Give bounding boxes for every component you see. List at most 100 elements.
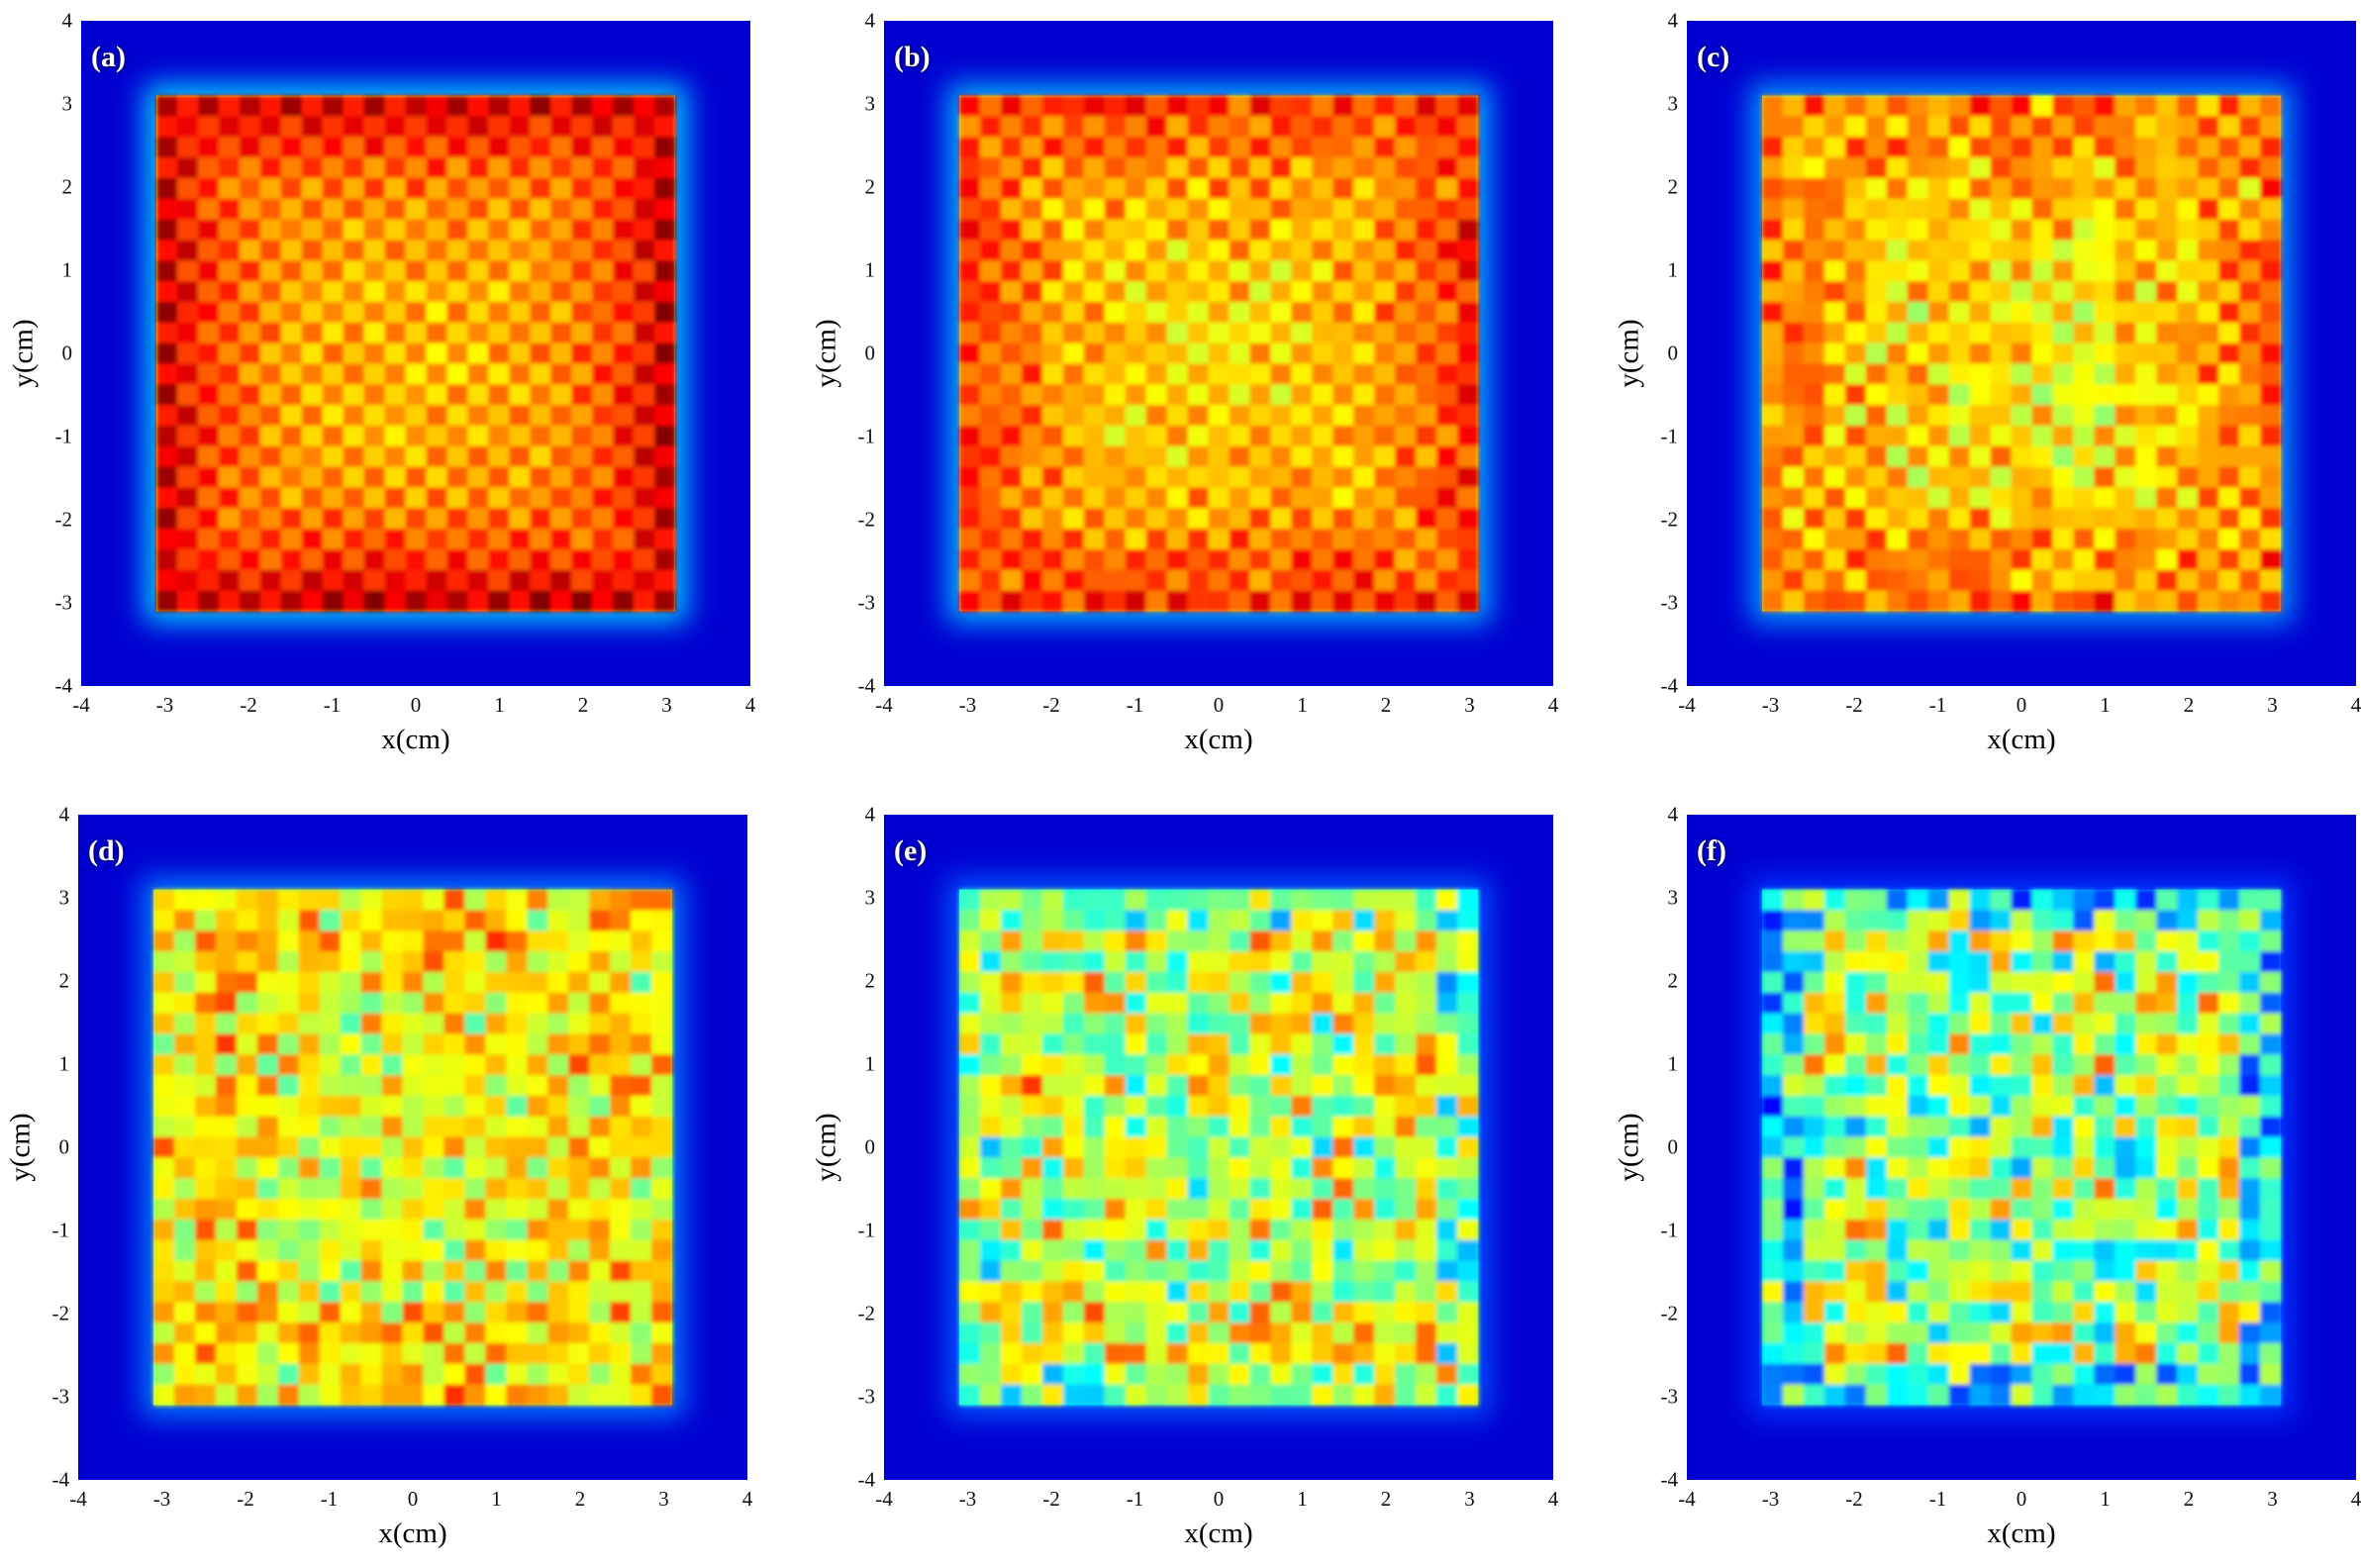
heatmap-cell bbox=[654, 281, 676, 303]
heatmap-cell bbox=[256, 931, 279, 952]
heatmap-cell bbox=[340, 1384, 362, 1406]
heatmap-cell bbox=[298, 1281, 321, 1303]
heatmap-cell bbox=[1145, 1239, 1168, 1262]
heatmap-cell bbox=[174, 951, 196, 973]
heatmap-cell bbox=[959, 971, 981, 994]
heatmap-cell bbox=[2052, 281, 2074, 303]
heatmap-cell bbox=[2239, 487, 2261, 509]
heatmap-cell bbox=[1762, 1260, 1784, 1282]
heatmap-cell bbox=[256, 1199, 279, 1221]
x-tick-label: 4 bbox=[1547, 693, 1559, 717]
heatmap-cell bbox=[2011, 1302, 2033, 1323]
heatmap-cell bbox=[1145, 198, 1168, 221]
heatmap-cell bbox=[2239, 951, 2261, 973]
heatmap-cell bbox=[1948, 1219, 1971, 1241]
heatmap-svg bbox=[884, 815, 1553, 1480]
heatmap-cell bbox=[1907, 322, 1929, 344]
heatmap-cell bbox=[959, 548, 981, 571]
heatmap-cell bbox=[2135, 1075, 2157, 1097]
heatmap-cell bbox=[277, 1116, 300, 1138]
heatmap-cell bbox=[2052, 1363, 2074, 1386]
heatmap-cell bbox=[631, 889, 652, 911]
heatmap-cell bbox=[2177, 240, 2199, 261]
heatmap-cell bbox=[1145, 425, 1168, 447]
heatmap-cell bbox=[1145, 590, 1168, 612]
heatmap-cell bbox=[1083, 466, 1106, 488]
heatmap-cell bbox=[1907, 281, 1929, 303]
heatmap-cell bbox=[1804, 322, 1825, 344]
heatmap-cell bbox=[2135, 1281, 2157, 1303]
heatmap-cell bbox=[2198, 405, 2219, 427]
heatmap-cell bbox=[239, 384, 261, 406]
heatmap-cell bbox=[1062, 910, 1085, 931]
heatmap-cell bbox=[301, 95, 324, 117]
heatmap-cell bbox=[1436, 1178, 1458, 1200]
heatmap-cell bbox=[218, 157, 241, 179]
heatmap-cell bbox=[2218, 1033, 2240, 1055]
heatmap-cell bbox=[1395, 1033, 1417, 1055]
y-tick-label: 2 bbox=[1667, 174, 1679, 199]
heatmap-cell bbox=[2094, 445, 2115, 468]
heatmap-cell bbox=[280, 137, 303, 158]
heatmap-cell bbox=[959, 1363, 981, 1386]
heatmap-cell bbox=[1927, 198, 1950, 221]
heatmap-cell bbox=[1907, 1013, 1929, 1034]
heatmap-cell bbox=[1865, 343, 1888, 364]
heatmap-cell bbox=[239, 590, 261, 612]
heatmap-cell bbox=[319, 1095, 342, 1118]
heatmap-cell bbox=[1001, 910, 1023, 931]
panel-e: -4 -3 -2 -1 0 1 2 3 4 4 3 2 1 0 -1 -2 -3 -4 x(cm) y(cm) (e) bbox=[811, 804, 1559, 1548]
x-tick-label: -1 bbox=[320, 1487, 339, 1511]
heatmap-cell bbox=[1249, 445, 1271, 468]
heatmap-cell bbox=[589, 1342, 611, 1365]
heatmap-cell bbox=[256, 1136, 279, 1158]
heatmap-cell bbox=[298, 1136, 321, 1158]
heatmap-cell bbox=[1229, 343, 1251, 364]
heatmap-cell bbox=[1416, 301, 1437, 324]
heatmap-cell bbox=[256, 1363, 279, 1386]
heatmap-cell bbox=[1104, 116, 1127, 138]
heatmap-cell bbox=[2011, 1281, 2033, 1303]
heatmap-cell bbox=[405, 198, 428, 221]
heatmap-cell bbox=[239, 281, 261, 303]
heatmap-cell bbox=[1166, 1054, 1189, 1076]
heatmap-cell bbox=[2135, 445, 2157, 468]
heatmap-cell bbox=[1104, 1116, 1127, 1138]
heatmap-cell bbox=[343, 487, 365, 509]
heatmap-cell bbox=[1844, 219, 1867, 241]
heatmap-cell bbox=[1001, 384, 1023, 406]
heatmap-cell bbox=[2156, 1157, 2178, 1179]
heatmap-cell bbox=[1907, 971, 1929, 994]
heatmap-cell bbox=[2218, 1281, 2240, 1303]
heatmap-cell bbox=[1062, 1239, 1085, 1262]
heatmap-cell bbox=[174, 889, 196, 911]
heatmap-cell bbox=[1804, 1384, 1825, 1406]
heatmap-cell bbox=[2094, 1323, 2115, 1344]
heatmap-cell bbox=[634, 116, 655, 138]
heatmap-cell bbox=[2177, 1260, 2199, 1282]
heatmap-cell bbox=[527, 1302, 548, 1323]
heatmap-cell bbox=[1990, 157, 2013, 179]
heatmap-cell bbox=[2115, 1323, 2136, 1344]
x-tick-label: 3 bbox=[2267, 1487, 2278, 1511]
heatmap-cell bbox=[1083, 301, 1106, 324]
heatmap-cell bbox=[654, 177, 676, 200]
heatmap-cell bbox=[1395, 95, 1417, 117]
heatmap-cell bbox=[1865, 590, 1888, 612]
heatmap-cell bbox=[1762, 590, 1784, 612]
heatmap-cell bbox=[1436, 1095, 1458, 1118]
heatmap-cell bbox=[1145, 260, 1168, 282]
heatmap-cell bbox=[2031, 548, 2054, 571]
heatmap-cell bbox=[1353, 971, 1375, 994]
heatmap-cell bbox=[195, 1281, 217, 1303]
heatmap-cell bbox=[2031, 931, 2054, 952]
heatmap-cell bbox=[1166, 548, 1189, 571]
heatmap-cell bbox=[1312, 198, 1333, 221]
heatmap-cell bbox=[1353, 529, 1375, 550]
heatmap-cell bbox=[509, 219, 531, 241]
heatmap-cell bbox=[443, 1136, 465, 1158]
heatmap-cell bbox=[1145, 889, 1168, 911]
heatmap-cell bbox=[1166, 1075, 1189, 1097]
heatmap-cell bbox=[1927, 281, 1950, 303]
heatmap-cell bbox=[1823, 529, 1846, 550]
